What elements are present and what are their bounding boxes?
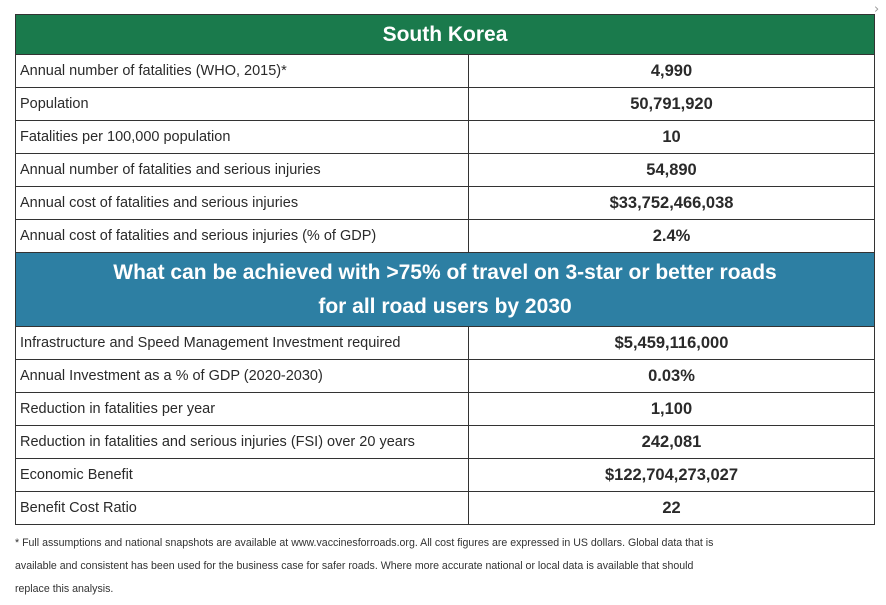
section-heading-line-1: What can be achieved with >75% of travel… <box>113 260 777 284</box>
row-label: Benefit Cost Ratio <box>15 491 469 525</box>
table-row: Annual Investment as a % of GDP (2020-20… <box>15 359 875 393</box>
row-label: Reduction in fatalities per year <box>15 392 469 426</box>
row-label: Economic Benefit <box>15 458 469 492</box>
table-row: Annual number of fatalities and serious … <box>15 153 875 187</box>
data-table: South Korea Annual number of fatalities … <box>15 14 875 525</box>
row-value: $5,459,116,000 <box>468 326 875 360</box>
table-row: Population 50,791,920 <box>15 87 875 121</box>
row-label: Annual cost of fatalities and serious in… <box>15 219 469 253</box>
row-label: Population <box>15 87 469 121</box>
section-heading-line-2: for all road users by 2030 <box>318 294 572 318</box>
row-value: 0.03% <box>468 359 875 393</box>
section-heading: What can be achieved with >75% of travel… <box>15 252 875 327</box>
chevron-right-icon[interactable]: › <box>874 2 880 17</box>
country-title: South Korea <box>15 14 875 55</box>
table-row: Annual number of fatalities (WHO, 2015)*… <box>15 54 875 88</box>
row-value: 50,791,920 <box>468 87 875 121</box>
footnote: * Full assumptions and national snapshot… <box>15 532 875 601</box>
row-value: 54,890 <box>468 153 875 187</box>
row-label: Fatalities per 100,000 population <box>15 120 469 154</box>
table-row: Infrastructure and Speed Management Inve… <box>15 326 875 360</box>
title-row: South Korea <box>15 14 875 55</box>
footnote-line-2: available and consistent has been used f… <box>15 560 694 572</box>
section-heading-row: What can be achieved with >75% of travel… <box>15 252 875 327</box>
row-label: Reduction in fatalities and serious inju… <box>15 425 469 459</box>
footnote-line-1: * Full assumptions and national snapshot… <box>15 537 714 549</box>
table-row: Annual cost of fatalities and serious in… <box>15 186 875 220</box>
row-label: Annual number of fatalities and serious … <box>15 153 469 187</box>
row-value: 242,081 <box>468 425 875 459</box>
row-label: Annual number of fatalities (WHO, 2015)* <box>15 54 469 88</box>
row-label: Annual Investment as a % of GDP (2020-20… <box>15 359 469 393</box>
row-label: Annual cost of fatalities and serious in… <box>15 186 469 220</box>
row-value: 2.4% <box>468 219 875 253</box>
row-value: $33,752,466,038 <box>468 186 875 220</box>
row-value: 22 <box>468 491 875 525</box>
table-row: Reduction in fatalities per year 1,100 <box>15 392 875 426</box>
table-row: Reduction in fatalities and serious inju… <box>15 425 875 459</box>
table-row: Economic Benefit $122,704,273,027 <box>15 458 875 492</box>
row-label: Infrastructure and Speed Management Inve… <box>15 326 469 360</box>
row-value: 1,100 <box>468 392 875 426</box>
row-value: 4,990 <box>468 54 875 88</box>
table-row: Fatalities per 100,000 population 10 <box>15 120 875 154</box>
footnote-line-3: replace this analysis. <box>15 583 114 595</box>
row-value: $122,704,273,027 <box>468 458 875 492</box>
table-row: Benefit Cost Ratio 22 <box>15 491 875 525</box>
table-row: Annual cost of fatalities and serious in… <box>15 219 875 253</box>
row-value: 10 <box>468 120 875 154</box>
